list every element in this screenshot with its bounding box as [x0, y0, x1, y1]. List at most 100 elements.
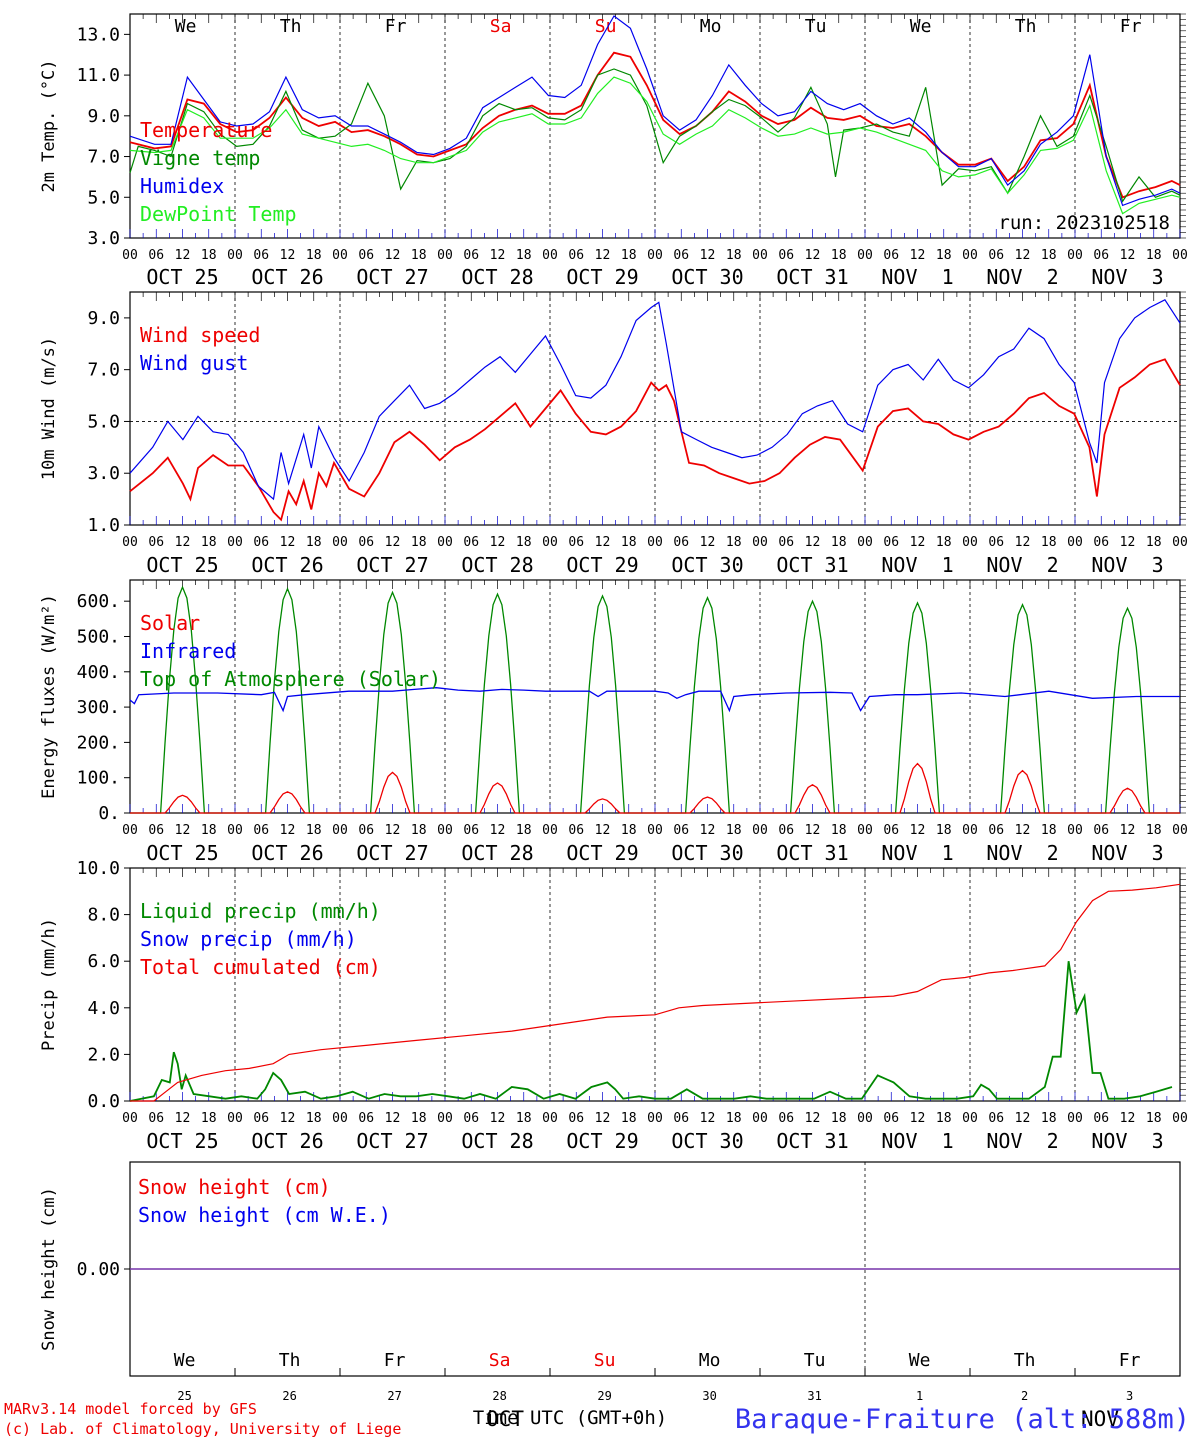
- hour-tick-label: 18: [936, 535, 952, 550]
- hour-tick-label: 00: [542, 1111, 558, 1126]
- hour-tick-label: 18: [621, 248, 637, 263]
- hour-tick-label: 06: [673, 1111, 689, 1126]
- hour-tick-label: 18: [516, 535, 532, 550]
- credits-line-2: (c) Lab. of Climatology, University of L…: [4, 1420, 401, 1438]
- day-number-label: 1: [916, 1389, 923, 1403]
- hour-tick-label: 18: [1146, 1111, 1162, 1126]
- panel-wind: 00 06 12 18 00 06 12 18 00 06 12 18 00 06 12 18 00 06 12 18…: [39, 291, 1188, 577]
- hour-tick-label: 18: [1146, 535, 1162, 550]
- hour-tick-label: 12: [385, 1111, 401, 1126]
- hour-tick-label: 06: [253, 535, 269, 550]
- weekday-label: Su: [595, 16, 617, 37]
- hour-tick-label: 00: [542, 248, 558, 263]
- date-label: OCT 28: [461, 553, 533, 577]
- time-axis-label: Time UTC (GMT+0h): [473, 1407, 667, 1429]
- hour-tick-label: 12: [490, 1111, 506, 1126]
- series-line-temperature: [129, 51, 1181, 199]
- hour-tick-label: 18: [726, 535, 742, 550]
- hour-tick-label: 18: [411, 248, 427, 263]
- hour-tick-label: 00: [962, 535, 978, 550]
- hour-tick-label: 12: [280, 1111, 296, 1126]
- hour-tick-label: 12: [595, 823, 611, 838]
- series-line-dewpoint-temp: [129, 76, 1181, 215]
- hour-tick-label: 12: [385, 248, 401, 263]
- hour-tick-label: 18: [516, 248, 532, 263]
- hour-tick-label: 12: [910, 823, 926, 838]
- date-label: OCT 31: [776, 841, 848, 865]
- weekday-label: We: [175, 16, 197, 37]
- hour-tick-label: 00: [857, 823, 873, 838]
- y-tick-label: 4.0: [87, 998, 120, 1019]
- date-label: NOV 1: [881, 553, 953, 577]
- legend-entry: Snow height (cm W.E.): [138, 1203, 391, 1227]
- hour-tick-label: 00: [332, 535, 348, 550]
- hour-tick-label: 00: [332, 1111, 348, 1126]
- hour-tick-label: 12: [175, 535, 191, 550]
- hour-tick-label: 12: [280, 535, 296, 550]
- hour-tick-label: 00: [1172, 1111, 1188, 1126]
- hour-tick-label: 12: [280, 823, 296, 838]
- hour-tick-label: 12: [805, 248, 821, 263]
- hour-tick-label: 12: [1015, 823, 1031, 838]
- hour-tick-label: 18: [1041, 248, 1057, 263]
- panel-energy: 00 06 12 18 00 06 12 18 00 06 12 18 00 06 12 18 00 06 12 18…: [39, 579, 1188, 865]
- date-label: OCT 29: [566, 553, 638, 577]
- hour-tick-label: 18: [936, 248, 952, 263]
- day-number-label: 26: [282, 1389, 296, 1403]
- y-tick-label: 5.0: [87, 187, 120, 208]
- y-tick-label: 7.0: [87, 147, 120, 168]
- day-number-label: 3: [1126, 1389, 1133, 1403]
- hour-tick-label: 06: [358, 535, 374, 550]
- weekday-label: Fr: [385, 16, 407, 37]
- date-label: NOV 3: [1091, 1129, 1163, 1153]
- hour-tick-label: 12: [1015, 1111, 1031, 1126]
- hour-tick-label: 00: [962, 248, 978, 263]
- hour-tick-label: 06: [883, 1111, 899, 1126]
- hour-tick-label: 18: [831, 535, 847, 550]
- series-group: [129, 585, 1180, 814]
- date-label: OCT 26: [251, 265, 323, 289]
- hour-tick-label: 06: [148, 535, 164, 550]
- y-tick-label: 11.0: [77, 65, 120, 86]
- panel-precip: 00 06 12 18 00 06 12 18 00 06 12 18 00 06 12 18 00 06 12 18…: [39, 858, 1188, 1153]
- date-label: NOV 3: [1091, 841, 1163, 865]
- y-tick-label: 3.0: [87, 228, 120, 249]
- hour-tick-label: 00: [647, 823, 663, 838]
- weekday-label-bottom: Tu: [804, 1350, 826, 1371]
- day-number-label: 31: [807, 1389, 821, 1403]
- hour-tick-label: 18: [201, 823, 217, 838]
- hour-tick-label: 18: [936, 823, 952, 838]
- hour-tick-label: 06: [988, 1111, 1004, 1126]
- hour-tick-label: 18: [831, 823, 847, 838]
- hour-tick-label: 00: [122, 823, 138, 838]
- station-label: Baraque-Fraiture (alt: 588m): [735, 1404, 1190, 1435]
- hour-tick-label: 18: [516, 823, 532, 838]
- legend-entry: Snow height (cm): [138, 1175, 331, 1199]
- date-label: NOV 2: [986, 1129, 1058, 1153]
- hour-tick-label: 06: [463, 823, 479, 838]
- hour-tick-label: 00: [227, 1111, 243, 1126]
- hour-tick-label: 06: [253, 823, 269, 838]
- y-tick-label: 6.0: [87, 951, 120, 972]
- hour-tick-label: 00: [1067, 248, 1083, 263]
- weekday-label: Mo: [700, 16, 722, 37]
- panels-layer: 00 06 12 18 00 06 12 18 00 06 12 18 00 06 12 18 00 06 12 18…: [39, 13, 1188, 1403]
- panel-snow: 0.00 Snow height (cm) Snow height (cm) Snow…: [39, 1161, 1181, 1403]
- y-tick-label: 100.: [77, 768, 120, 789]
- date-label: OCT 28: [461, 841, 533, 865]
- hour-tick-label: 18: [411, 535, 427, 550]
- hour-tick-label: 06: [1093, 1111, 1109, 1126]
- hour-tick-label: 00: [542, 535, 558, 550]
- weekday-label-bottom: We: [174, 1350, 196, 1371]
- hour-tick-label: 12: [175, 823, 191, 838]
- series-line-total-cumulated-cm-: [130, 883, 1181, 1102]
- date-label: NOV 2: [986, 265, 1058, 289]
- hour-tick-label: 12: [1120, 1111, 1136, 1126]
- hour-tick-label: 00: [1172, 535, 1188, 550]
- series-line-wind-gust: [129, 299, 1181, 501]
- y-tick-label: 1.0: [87, 515, 120, 536]
- hour-tick-label: 12: [490, 248, 506, 263]
- hour-tick-label: 18: [726, 248, 742, 263]
- hour-tick-label: 12: [700, 823, 716, 838]
- hour-tick-label: 06: [358, 248, 374, 263]
